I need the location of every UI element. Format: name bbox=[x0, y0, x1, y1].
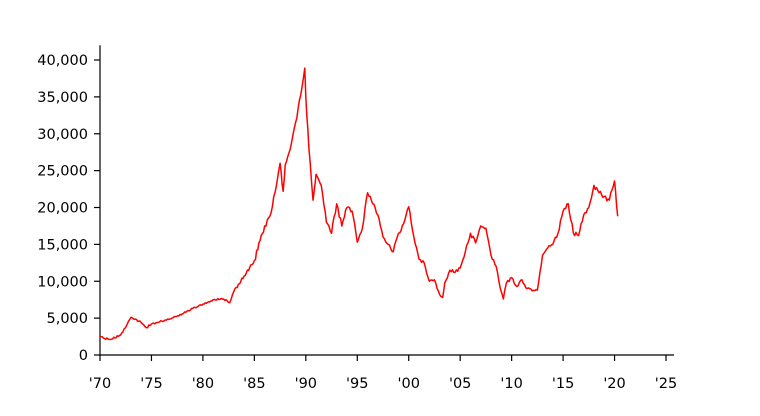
y-tick-label: 5,000 bbox=[46, 311, 88, 327]
x-tick-label: '00 bbox=[398, 376, 420, 392]
y-tick-label: 40,000 bbox=[37, 53, 88, 69]
y-tick-label: 30,000 bbox=[37, 127, 88, 143]
y-tick-label: 15,000 bbox=[37, 237, 88, 253]
x-tick-label: '20 bbox=[603, 376, 625, 392]
x-tick-label: '80 bbox=[192, 376, 214, 392]
x-tick-label: '15 bbox=[552, 376, 574, 392]
y-tick-label: 20,000 bbox=[37, 201, 88, 217]
x-tick-label: '75 bbox=[140, 376, 162, 392]
y-tick-label: 10,000 bbox=[37, 274, 88, 290]
x-tick-label: '05 bbox=[449, 376, 471, 392]
y-tick-label: 25,000 bbox=[37, 164, 88, 180]
x-tick-label: '25 bbox=[655, 376, 677, 392]
x-tick-label: '10 bbox=[500, 376, 522, 392]
x-tick-label: '90 bbox=[295, 376, 317, 392]
x-tick-label: '70 bbox=[89, 376, 111, 392]
x-tick-label: '95 bbox=[346, 376, 368, 392]
y-tick-label: 0 bbox=[79, 348, 88, 364]
series-line bbox=[99, 67, 619, 341]
x-tick-label: '85 bbox=[243, 376, 265, 392]
y-tick-label: 35,000 bbox=[37, 90, 88, 106]
